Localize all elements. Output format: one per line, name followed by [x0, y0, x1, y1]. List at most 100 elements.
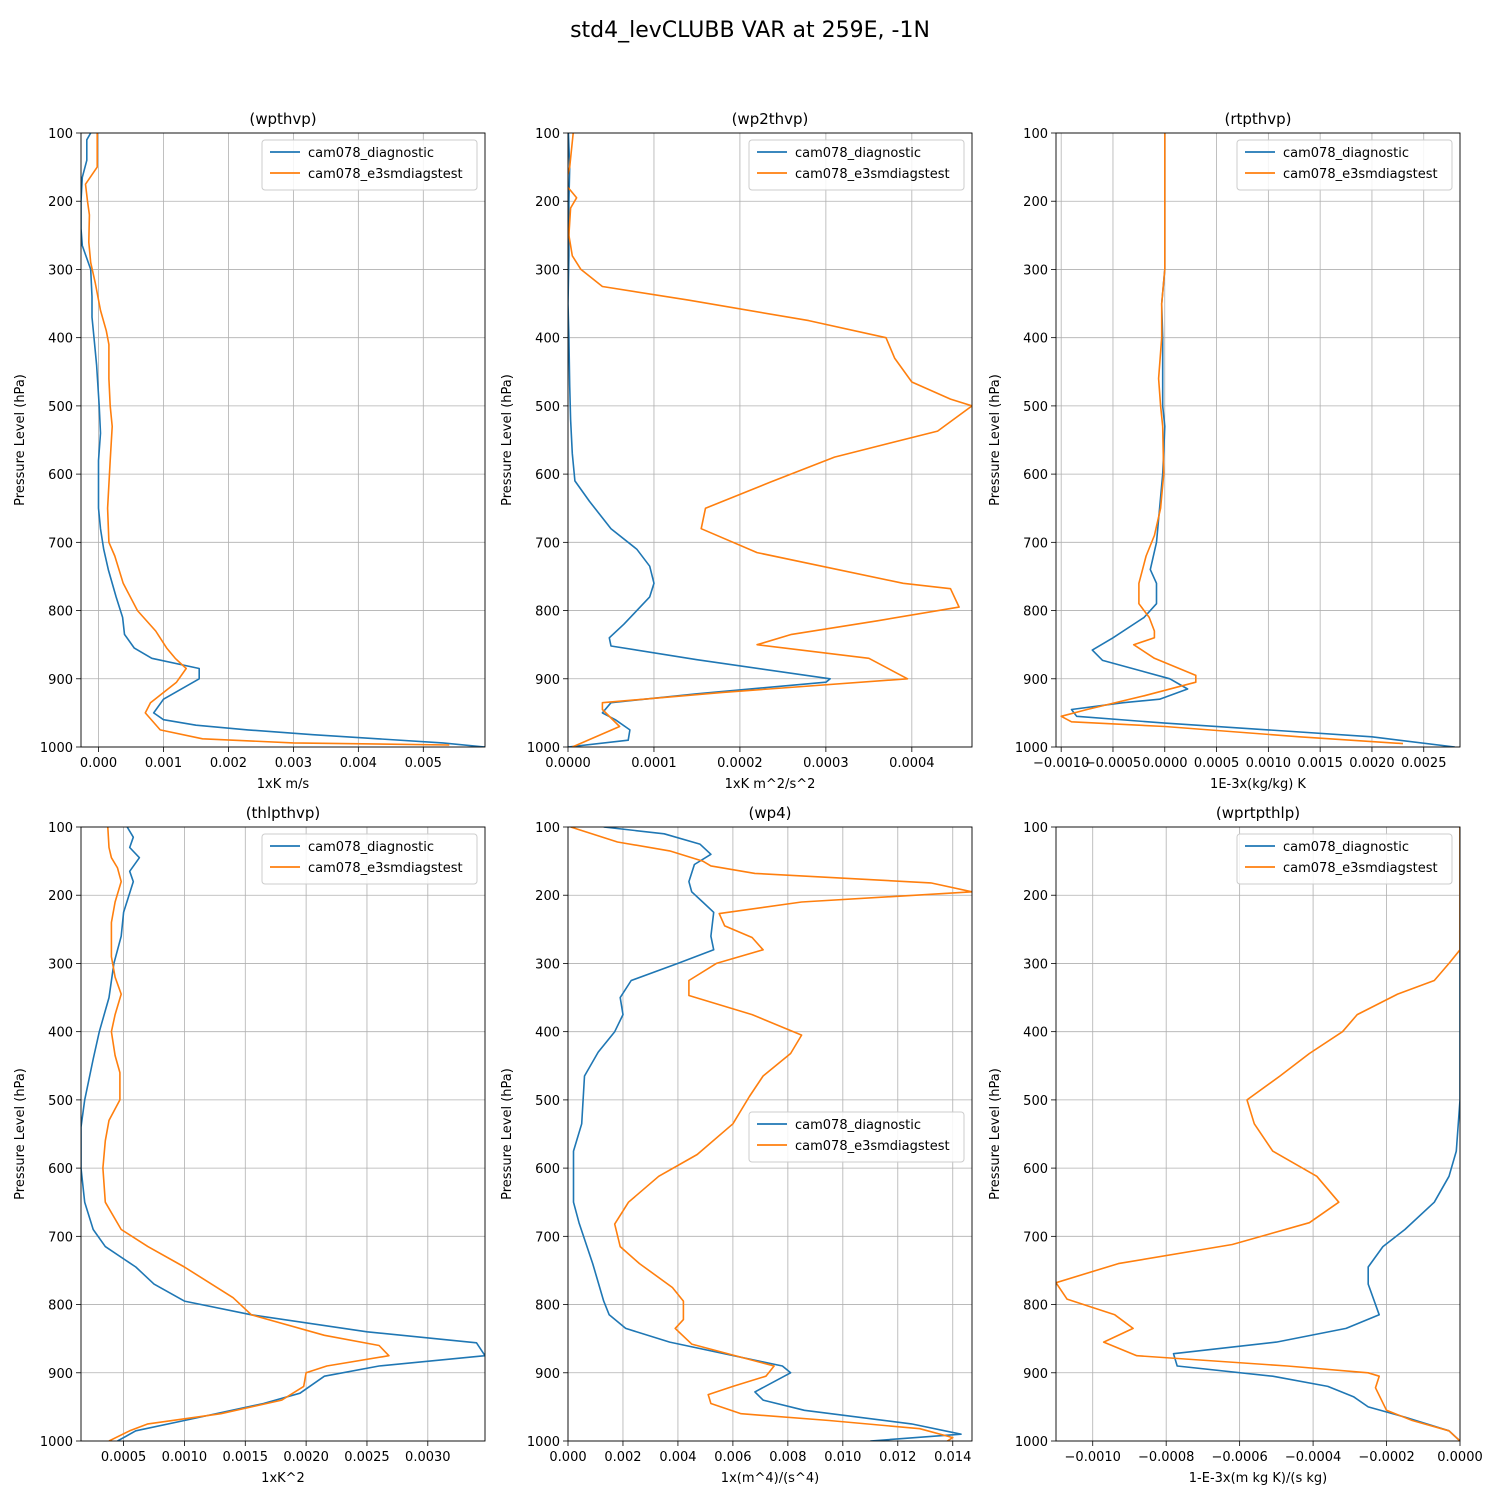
x-axis-label: 1-E-3x(m kg K)/(s kg) — [1189, 1471, 1327, 1486]
x-tick-label: 0.0015 — [1297, 756, 1343, 771]
x-tick-label: 0.010 — [824, 1450, 861, 1465]
legend-label: cam078_e3smdiagstest — [308, 167, 463, 182]
y-tick-label: 400 — [1023, 1026, 1048, 1041]
y-tick-label: 500 — [1023, 400, 1048, 415]
y-tick-label: 300 — [535, 957, 560, 972]
series-line-diagnostic — [572, 827, 962, 1441]
y-tick-label: 100 — [48, 127, 73, 142]
x-tick-label: 0.0015 — [223, 1450, 269, 1465]
legend-box — [748, 139, 965, 191]
axes-frame — [80, 132, 486, 748]
y-tick-label: 600 — [535, 1162, 560, 1177]
x-tick-label: 0.008 — [769, 1450, 806, 1465]
series-line-e3smdiagstest — [102, 827, 390, 1441]
y-axis-label: Pressure Level (hPa) — [500, 374, 515, 506]
x-tick-label: 0.0002 — [717, 756, 763, 771]
x-tick-label: 0.003 — [275, 756, 312, 771]
series-line-diagnostic — [568, 133, 832, 747]
y-tick-label: 1000 — [1015, 1435, 1048, 1450]
legend: cam078_diagnostic cam078_e3smdiagstest — [261, 139, 478, 191]
y-axis-label: Pressure Level (hPa) — [13, 374, 28, 506]
y-tick-label: 400 — [1023, 332, 1048, 347]
series-line-e3smdiagstest — [1056, 827, 1460, 1441]
x-tick-label: 0.000 — [549, 1450, 586, 1465]
y-tick-label: 1000 — [1015, 741, 1048, 756]
legend-box — [748, 1111, 965, 1163]
y-tick-label: 900 — [48, 673, 73, 688]
subplot-4: 0.0005 0.0010 0.0015 0.0020 0.0025 0.0030 100 2… — [13, 804, 486, 1486]
subplot-title: (wp2thvp) — [732, 110, 809, 128]
y-tick-label: 700 — [1023, 536, 1048, 551]
x-tick-label: 0.002 — [604, 1450, 641, 1465]
y-tick-label: 300 — [1023, 957, 1048, 972]
legend-label: cam078_e3smdiagstest — [795, 167, 950, 182]
y-tick-label: 700 — [535, 1230, 560, 1245]
y-tick-label: 600 — [1023, 1162, 1048, 1177]
x-tick-label: 0.0000 — [1437, 1450, 1483, 1465]
legend-label: cam078_diagnostic — [1283, 146, 1409, 161]
x-axis-label: 1xK m^2/s^2 — [725, 777, 816, 792]
legend-box — [261, 833, 478, 885]
x-tick-label: 0.0005 — [1194, 756, 1240, 771]
y-tick-label: 200 — [1023, 195, 1048, 210]
y-axis-label: Pressure Level (hPa) — [988, 374, 1003, 506]
legend-box — [1236, 139, 1453, 191]
x-tick-label: 0.004 — [340, 756, 377, 771]
x-tick-label: 0.005 — [405, 756, 442, 771]
y-tick-label: 600 — [48, 1162, 73, 1177]
x-tick-label: 0.012 — [879, 1450, 916, 1465]
y-tick-label: 500 — [48, 400, 73, 415]
axes-frame — [80, 826, 486, 1442]
y-tick-label: 800 — [535, 605, 560, 620]
x-tick-label: −0.0006 — [1211, 1450, 1267, 1465]
y-tick-label: 1000 — [40, 1435, 73, 1450]
x-tick-label: 0.0020 — [1349, 756, 1395, 771]
legend: cam078_diagnostic cam078_e3smdiagstest — [1236, 833, 1453, 885]
x-tick-label: −0.0005 — [1085, 756, 1141, 771]
y-tick-label: 500 — [535, 1094, 560, 1109]
y-tick-label: 200 — [535, 889, 560, 904]
x-tick-label: 0.014 — [934, 1450, 971, 1465]
subplot-title: (thlpthvp) — [246, 804, 321, 822]
y-tick-label: 200 — [535, 195, 560, 210]
y-tick-label: 1000 — [527, 1435, 560, 1450]
y-tick-label: 800 — [1023, 605, 1048, 620]
y-tick-label: 900 — [535, 673, 560, 688]
x-tick-label: 0.0010 — [1246, 756, 1292, 771]
y-tick-label: 800 — [48, 605, 73, 620]
x-tick-label: 0.004 — [659, 1450, 696, 1465]
x-tick-label: 0.002 — [210, 756, 247, 771]
y-tick-label: 500 — [1023, 1094, 1048, 1109]
legend: cam078_diagnostic cam078_e3smdiagstest — [261, 833, 478, 885]
y-tick-label: 100 — [535, 127, 560, 142]
y-axis-label: Pressure Level (hPa) — [13, 1068, 28, 1200]
x-tick-label: 0.0001 — [631, 756, 677, 771]
legend: cam078_diagnostic cam078_e3smdiagstest — [748, 1111, 965, 1163]
subplot-title: (rtpthvp) — [1224, 110, 1291, 128]
series-line-diagnostic — [81, 827, 485, 1441]
x-axis-label: 1xK^2 — [261, 1471, 305, 1486]
y-tick-label: 900 — [1023, 1367, 1048, 1382]
legend: cam078_diagnostic cam078_e3smdiagstest — [1236, 139, 1453, 191]
legend-label: cam078_diagnostic — [795, 1118, 921, 1133]
x-tick-label: 0.0010 — [162, 1450, 208, 1465]
y-tick-label: 300 — [48, 957, 73, 972]
x-tick-label: −0.0010 — [1033, 756, 1089, 771]
y-tick-label: 700 — [48, 1230, 73, 1245]
subplot-3: −0.0010−0.0005 0.0000 0.0005 0.0010 0.0015 0.… — [988, 110, 1461, 792]
x-tick-label: 0.0005 — [101, 1450, 147, 1465]
y-tick-label: 900 — [535, 1367, 560, 1382]
y-tick-label: 600 — [1023, 468, 1048, 483]
subplot-2: 0.0000 0.0001 0.0002 0.0003 0.0004 100 200 300 4… — [500, 110, 973, 792]
y-tick-label: 900 — [1023, 673, 1048, 688]
x-tick-label: −0.0008 — [1138, 1450, 1194, 1465]
subplot-6: −0.0010 −0.0008 −0.0006 −0.0004 −0.0002 0.000… — [988, 804, 1483, 1486]
x-tick-label: 0.0020 — [283, 1450, 329, 1465]
y-tick-label: 200 — [1023, 889, 1048, 904]
series-line-diagnostic — [81, 133, 485, 747]
x-tick-label: 0.0030 — [405, 1450, 451, 1465]
x-tick-label: 0.001 — [145, 756, 182, 771]
y-tick-label: 800 — [1023, 1299, 1048, 1314]
x-tick-label: 0.0025 — [1401, 756, 1447, 771]
subplot-1: 0.000 0.001 0.002 0.003 0.004 0.005 100 200 300 4… — [13, 110, 486, 792]
